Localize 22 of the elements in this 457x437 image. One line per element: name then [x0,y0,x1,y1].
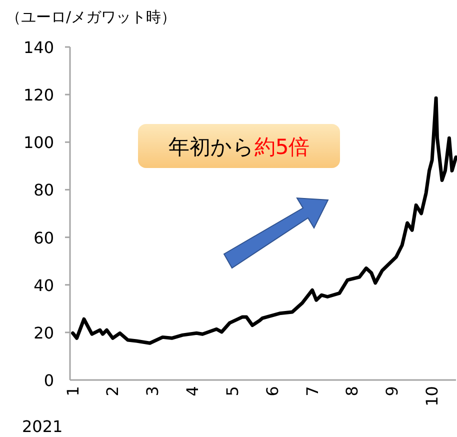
x-tick-label: 8 [342,386,362,396]
y-tick-label: 140 [23,38,54,57]
x-tick-label: 5 [222,386,242,396]
x-tick-label: 3 [143,386,162,396]
y-tick-label: 60 [34,228,54,248]
y-axis-title: （ユーロ/メガワット時） [6,8,176,26]
x-tick-label: 9 [382,386,402,396]
y-tick-label: 0 [44,371,54,390]
x-tick-label: 4 [183,386,202,396]
x-tick-label: 2 [103,386,122,396]
line-series [71,96,457,345]
x-tick-label: 1 [63,386,82,396]
y-tick-label: 80 [34,180,54,200]
x-tick-label: 6 [262,386,282,396]
x-tick-label: 10 [422,386,442,406]
x-axis-title: 2021 [22,417,63,436]
y-tick-label: 20 [34,323,54,342]
x-tick-label: 7 [302,386,322,396]
y-tick-label: 100 [23,133,54,152]
y-tick-label: 40 [34,276,54,295]
annotation: 年初から約5倍 [168,135,310,159]
y-tick-label: 120 [23,86,54,105]
